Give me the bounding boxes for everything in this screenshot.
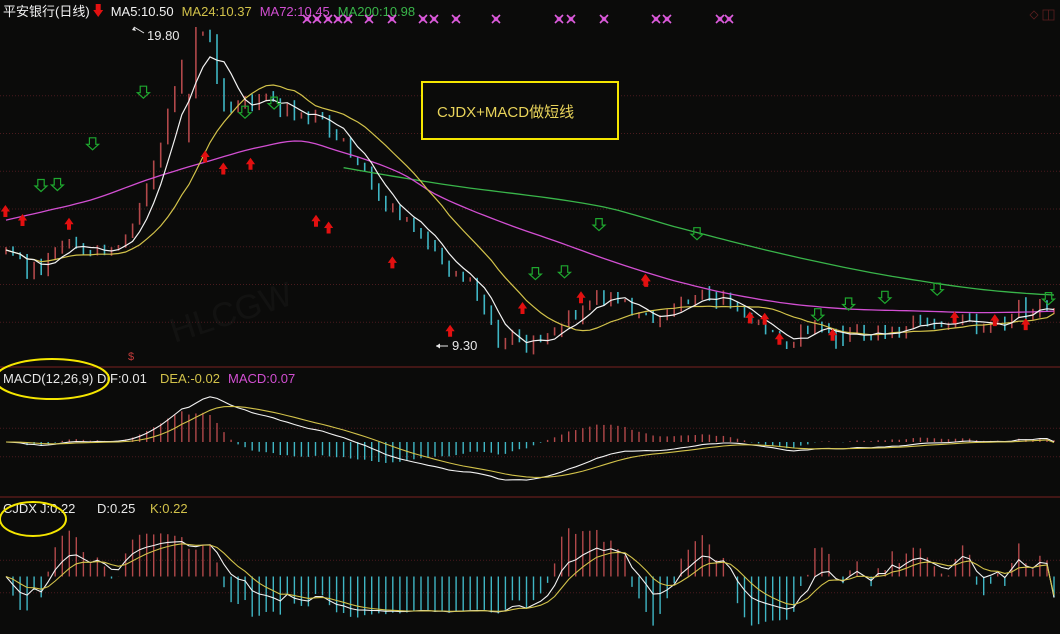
svg-text:MACD(12,26,9): MACD(12,26,9) bbox=[3, 371, 93, 386]
svg-text:MA24:10.37: MA24:10.37 bbox=[182, 4, 252, 19]
svg-text:平安银行(日线): 平安银行(日线) bbox=[3, 4, 90, 19]
svg-text:MACD:0.07: MACD:0.07 bbox=[228, 371, 295, 386]
svg-text:9.30: 9.30 bbox=[452, 338, 477, 353]
svg-text:DEA:-0.02: DEA:-0.02 bbox=[160, 371, 220, 386]
svg-text:DIF:0.01: DIF:0.01 bbox=[97, 371, 147, 386]
svg-text:19.80: 19.80 bbox=[147, 28, 180, 43]
svg-text:K:0.22: K:0.22 bbox=[150, 501, 188, 516]
svg-text:MA5:10.50: MA5:10.50 bbox=[111, 4, 174, 19]
svg-text:D:0.25: D:0.25 bbox=[97, 501, 135, 516]
svg-text:$: $ bbox=[128, 351, 134, 363]
svg-text:CJDX+MACD做短线: CJDX+MACD做短线 bbox=[437, 104, 574, 121]
